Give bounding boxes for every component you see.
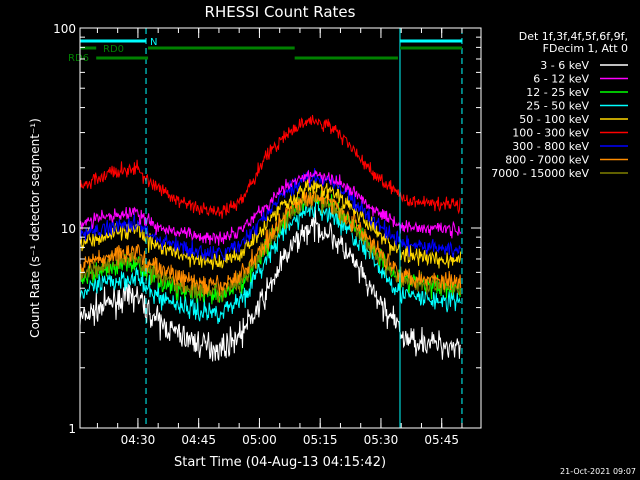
legend-label-12-25-kev: 12 - 25 keV (526, 86, 589, 99)
series-line-7000-15000-kev (79, 190, 462, 303)
y-tick-label-10: 10 (61, 222, 76, 236)
series-line-50-100-kev (79, 178, 462, 270)
legend-label-3-6-kev: 3 - 6 keV (540, 59, 589, 72)
x-tick-label-04-45: 04:45 (181, 433, 216, 447)
x-tick-label-05-30: 05:30 (364, 433, 399, 447)
x-axis-label: Start Time (04-Aug-13 04:15:42) (174, 455, 386, 470)
series-line-25-50-kev (79, 197, 461, 324)
series-layer (79, 114, 462, 362)
rd6-label: RD6 (68, 53, 89, 64)
y-tick-label-1: 1 (68, 422, 76, 436)
y-tick-label-100: 100 (53, 22, 76, 36)
x-tick-label-04-30: 04:30 (121, 433, 156, 447)
rd0-label: RD0 (103, 44, 124, 55)
series-line-300-800-kev (79, 168, 462, 261)
legend-label-25-50-kev: 25 - 50 keV (526, 100, 589, 113)
x-tick-label-05-45: 05:45 (424, 433, 459, 447)
generation-timestamp: 21-Oct-2021 09:07 (560, 467, 636, 476)
x-tick-label-05-15: 05:15 (303, 433, 338, 447)
x-tick-label-05-00: 05:00 (242, 433, 277, 447)
series-line-800-7000-kev (79, 186, 462, 297)
night-label: N (150, 37, 157, 48)
overlay-layer: N RD0 RD6 (68, 28, 463, 428)
axes-layer: 1 10 100 04:30 04:45 05:00 05:15 05:30 05:45 (53, 22, 482, 447)
legend-header-line-1: Det 1f,3f,4f,5f,6f,9f, (519, 30, 628, 43)
legend-header-line-2: FDecim 1, Att 0 (543, 42, 628, 55)
legend-label-100-300-kev: 100 - 300 keV (512, 127, 589, 140)
legend-label-800-7000-kev: 800 - 7000 keV (505, 154, 589, 167)
legend-label-50-100-kev: 50 - 100 keV (519, 113, 589, 126)
series-line-6-12-kev (79, 169, 462, 246)
y-axis-label: Count Rate (s⁻¹ detector segment⁻¹) (28, 118, 42, 338)
series-line-100-300-kev (79, 114, 462, 219)
legend-label-7000-15000-kev: 7000 - 15000 keV (491, 167, 589, 180)
series-line-3-6-kev (79, 208, 461, 362)
chart-title: RHESSI Count Rates (205, 3, 356, 21)
legend-label-300-800-kev: 300 - 800 keV (512, 140, 589, 153)
legend-label-6-12-kev: 6 - 12 keV (533, 73, 589, 86)
